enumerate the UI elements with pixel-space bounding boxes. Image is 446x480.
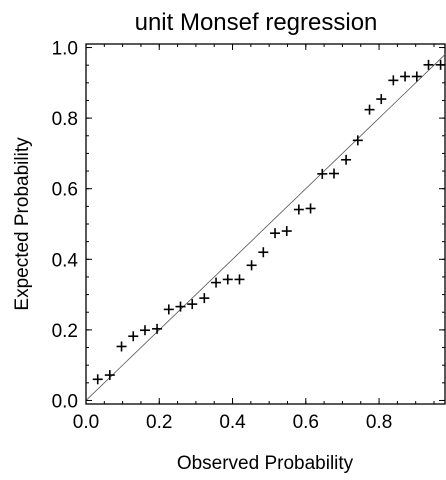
reference-diagonal-line (85, 54, 446, 401)
x-tick-label: 0.8 (366, 412, 392, 433)
x-tick-label: 0.0 (73, 412, 99, 433)
plot-frame (85, 43, 446, 405)
data-point (352, 135, 363, 146)
data-point (317, 168, 328, 179)
data-point (116, 341, 127, 352)
data-point (388, 75, 399, 86)
data-point (341, 154, 352, 165)
data-point (175, 301, 186, 312)
x-tick-label: 0.4 (219, 412, 246, 433)
data-point (104, 370, 115, 381)
y-axis-label: Expected Probability (12, 137, 33, 311)
data-point (128, 331, 139, 342)
data-point (163, 304, 174, 315)
data-point (211, 277, 222, 288)
y-tick-label: 0.2 (52, 321, 78, 342)
data-point (376, 94, 387, 105)
data-point (187, 299, 198, 310)
data-point (435, 59, 446, 70)
data-point (152, 323, 163, 334)
y-tick-label: 0.6 (52, 180, 78, 201)
axis-ticks: 0.0 0.2 0.4 0.6 0.8 0.0 0.2 0.4 0.6 0.8 1.0 (52, 39, 445, 433)
data-point (222, 274, 233, 285)
x-tick-label: 0.6 (293, 412, 319, 433)
data-point (364, 104, 375, 115)
data-point (423, 59, 434, 70)
chart-title: unit Monsef regression (135, 9, 378, 36)
y-tick-label: 0.0 (52, 391, 78, 412)
x-axis-label: Observed Probability (177, 453, 354, 474)
y-tick-label: 0.4 (52, 250, 79, 271)
data-point (281, 226, 292, 237)
data-point (293, 204, 304, 215)
y-tick-label: 1.0 (52, 39, 78, 60)
data-point (139, 325, 150, 336)
data-points (92, 59, 446, 385)
data-point (258, 247, 269, 258)
x-tick-label: 0.2 (146, 412, 172, 433)
data-point (270, 228, 281, 239)
data-point (305, 203, 316, 214)
data-point (92, 374, 103, 385)
reference-line-layer (85, 54, 446, 401)
data-point (411, 71, 422, 82)
data-point (246, 260, 257, 271)
data-point (234, 274, 245, 285)
y-tick-label: 0.8 (52, 109, 78, 130)
data-point (199, 293, 210, 304)
data-point (329, 168, 340, 179)
data-point (400, 71, 411, 82)
